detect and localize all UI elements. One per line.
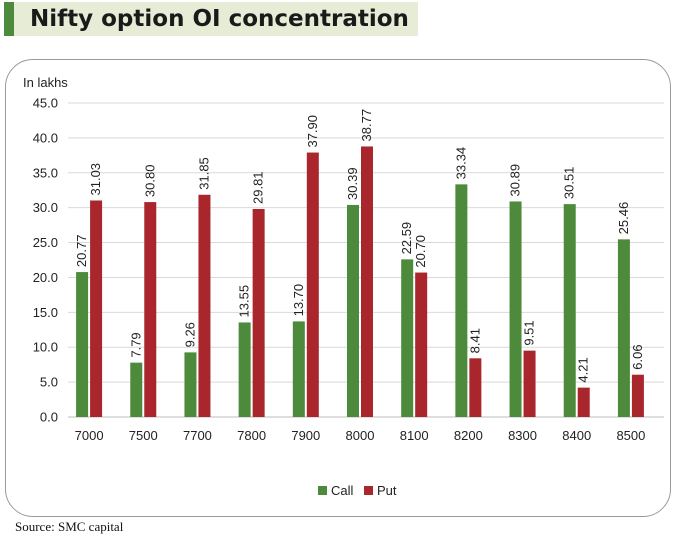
x-tick-label: 8000 [346,428,375,443]
title-banner: Nifty option OI concentration [4,2,418,36]
x-tick-label: 8100 [400,428,429,443]
data-label-call: 9.26 [182,322,197,347]
y-unit-label: In lakhs [23,75,68,90]
chart-panel: In lakhs 0.0 5.0 10.0 15.0 20.0 25.0 30.0 35.0 40… [5,59,671,517]
x-tick-label: 8500 [616,428,645,443]
data-label-put: 38.77 [359,109,374,142]
y-tick-label: 30.0 [33,200,58,215]
bar-put [306,152,319,417]
data-label-call: 13.55 [237,285,252,318]
bar-call [292,321,305,417]
bar-put [90,200,103,417]
bar-call [509,201,522,417]
data-label-call: 25.46 [616,202,631,235]
title-accent-bar [4,2,14,36]
data-label-call: 30.51 [562,167,577,200]
bar-call [347,204,359,417]
page-title: Nifty option OI concentration [30,6,409,32]
y-tick-label: 45.0 [33,96,58,111]
y-tick-label: 40.0 [33,130,58,145]
y-tick-label: 5.0 [40,375,58,390]
data-label-put: 9.51 [522,320,537,345]
data-label-call: 33.34 [453,147,468,180]
bar-call [238,322,251,417]
data-label-call: 20.77 [74,235,89,268]
y-tick-label: 10.0 [33,340,58,355]
x-tick-label: 7900 [291,428,320,443]
x-tick-label: 8400 [562,428,591,443]
data-label-put: 4.21 [576,357,591,382]
y-tick-label: 25.0 [33,235,58,250]
data-label-put: 29.81 [251,171,266,204]
x-tick-label: 8300 [508,428,537,443]
bar-put [469,358,482,417]
x-tick-label: 7800 [237,428,266,443]
bar-call [76,272,89,417]
bar-call [617,239,630,417]
data-label-put: 37.90 [305,115,320,148]
bar-call [130,362,143,417]
data-label-put: 6.06 [630,344,645,369]
source-note: Source: SMC capital [15,519,124,534]
bar-call [455,184,468,417]
bar-put [144,202,157,417]
data-label-put: 31.03 [88,163,103,196]
data-label-put: 20.70 [413,235,428,268]
x-tick-label: 7500 [129,428,158,443]
bar-put [523,350,536,417]
x-tick-label: 7000 [75,428,104,443]
bar-put [198,194,211,417]
data-label-put: 8.41 [467,328,482,353]
bar-call [563,204,576,417]
data-label-call: 22.59 [399,222,414,255]
x-tick-label: 7700 [183,428,212,443]
bar-put [415,272,428,417]
y-tick-label: 35.0 [33,165,58,180]
legend-label-call: Call [331,483,354,498]
data-label-put: 31.85 [196,157,211,190]
bar-put [631,374,644,417]
bar-put [361,146,373,417]
y-tick-label: 20.0 [33,270,58,285]
bar-call [401,259,414,417]
x-tick-label: 8200 [454,428,483,443]
bar-put [252,208,265,417]
legend-swatch-call [318,486,327,495]
y-tick-label: 15.0 [33,305,58,320]
data-label-call: 7.79 [128,332,143,357]
bar-chart: In lakhs 0.0 5.0 10.0 15.0 20.0 25.0 30.0 35.0 40… [23,75,664,498]
data-label-call: 30.89 [508,164,523,197]
bar-put [577,387,590,417]
legend-label-put: Put [377,483,397,498]
data-label-call: 30.39 [345,167,360,200]
y-tick-label: 0.0 [40,410,58,425]
legend-swatch-put [364,486,373,495]
data-label-put: 30.80 [142,165,157,198]
bar-call [184,352,197,417]
data-label-call: 13.70 [291,284,306,317]
